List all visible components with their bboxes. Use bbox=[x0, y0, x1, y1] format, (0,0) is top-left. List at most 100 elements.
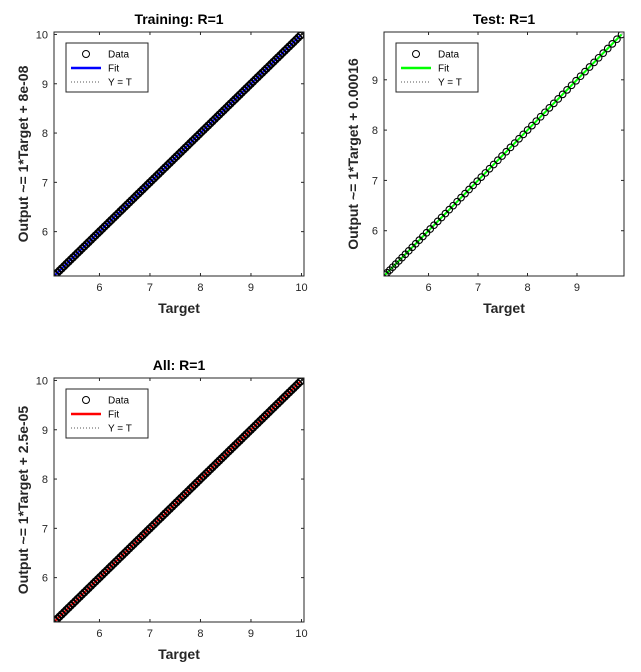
x-tick-label: 7 bbox=[147, 628, 153, 640]
data-point bbox=[469, 181, 477, 190]
data-point bbox=[111, 211, 120, 220]
data-point bbox=[461, 189, 469, 198]
data-point bbox=[136, 533, 145, 542]
data-point bbox=[134, 189, 143, 198]
data-point bbox=[68, 599, 78, 608]
test-panel: 6 7 8 9 6 7 8 9 Test: R=1 Target Output ~= 1*Targe… bbox=[345, 11, 625, 316]
test-plot-area bbox=[384, 32, 624, 276]
data-point bbox=[246, 425, 256, 434]
data-point bbox=[102, 220, 111, 229]
data-point bbox=[168, 156, 177, 165]
data-point bbox=[280, 392, 289, 401]
data-point bbox=[80, 242, 89, 251]
data-point bbox=[237, 88, 247, 97]
x-tick-label: 6 bbox=[425, 282, 431, 294]
data-point bbox=[244, 427, 253, 437]
legend-box bbox=[65, 388, 149, 439]
data-point bbox=[129, 539, 138, 549]
data-point bbox=[91, 231, 100, 240]
data-point bbox=[204, 467, 213, 476]
data-point bbox=[138, 185, 147, 194]
data-point bbox=[506, 143, 515, 152]
data-point bbox=[197, 128, 206, 137]
data-point bbox=[165, 158, 174, 168]
data-point bbox=[242, 430, 251, 439]
data-point bbox=[228, 97, 238, 106]
data-point bbox=[131, 191, 141, 200]
data-point bbox=[457, 193, 465, 202]
data-point bbox=[255, 70, 265, 80]
data-point bbox=[80, 588, 89, 597]
data-point bbox=[109, 559, 118, 568]
data-point bbox=[233, 92, 242, 102]
data-point bbox=[208, 463, 217, 472]
data-point bbox=[282, 390, 292, 399]
data-point bbox=[186, 139, 195, 148]
data-point bbox=[199, 471, 208, 481]
test-title: Test: R=1 bbox=[473, 11, 536, 27]
data-point bbox=[217, 108, 226, 117]
data-point bbox=[249, 423, 258, 432]
data-point bbox=[204, 121, 213, 130]
data-point bbox=[590, 58, 598, 67]
data-point bbox=[159, 511, 168, 520]
data-point bbox=[576, 72, 585, 81]
data-point bbox=[282, 44, 292, 53]
data-point bbox=[181, 143, 190, 152]
x-tick-label: 9 bbox=[248, 628, 254, 640]
data-point bbox=[289, 383, 298, 393]
data-point bbox=[122, 200, 132, 209]
data-point bbox=[289, 37, 298, 47]
data-point bbox=[594, 53, 603, 62]
data-point bbox=[260, 66, 269, 75]
data-point bbox=[226, 99, 235, 108]
data-point bbox=[231, 95, 240, 104]
data-point bbox=[118, 204, 127, 214]
data-point bbox=[107, 561, 116, 571]
data-point bbox=[581, 67, 589, 76]
data-point bbox=[163, 507, 172, 516]
legend-entry-label: Data bbox=[438, 50, 460, 61]
data-point bbox=[485, 164, 494, 173]
data-point bbox=[179, 491, 188, 500]
data-point bbox=[102, 566, 111, 575]
data-point bbox=[291, 35, 301, 44]
data-point bbox=[235, 90, 244, 99]
data-point bbox=[134, 535, 143, 544]
data-point bbox=[159, 165, 168, 174]
x-tick-label: 9 bbox=[574, 282, 580, 294]
data-point bbox=[127, 542, 136, 551]
data-point bbox=[532, 117, 541, 126]
data-point bbox=[177, 493, 186, 503]
data-point bbox=[449, 201, 458, 210]
data-point bbox=[235, 436, 244, 445]
data-point bbox=[122, 546, 132, 555]
data-point bbox=[285, 388, 294, 397]
data-point bbox=[161, 509, 170, 518]
data-point bbox=[54, 270, 60, 276]
data-point bbox=[73, 594, 82, 604]
data-point bbox=[278, 394, 287, 404]
data-point bbox=[273, 399, 283, 408]
data-point bbox=[147, 522, 156, 531]
data-point bbox=[489, 160, 498, 169]
y-tick-label: 7 bbox=[372, 175, 378, 187]
data-point bbox=[154, 515, 163, 525]
legend-entry-label: Y = T bbox=[108, 424, 132, 435]
data-point bbox=[66, 255, 75, 264]
data-point bbox=[156, 167, 165, 176]
data-point bbox=[240, 86, 249, 95]
data-point bbox=[206, 465, 215, 474]
data-point bbox=[77, 590, 87, 599]
test-axes-box bbox=[383, 31, 625, 277]
data-point bbox=[271, 55, 280, 64]
data-point bbox=[231, 441, 240, 450]
data-point bbox=[437, 213, 446, 222]
data-point bbox=[195, 130, 204, 139]
data-point bbox=[222, 449, 231, 459]
data-point bbox=[213, 112, 222, 121]
data-point bbox=[145, 178, 154, 187]
training-plot-area bbox=[54, 32, 304, 276]
data-point bbox=[64, 257, 73, 266]
